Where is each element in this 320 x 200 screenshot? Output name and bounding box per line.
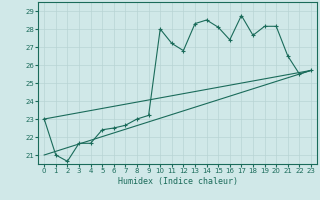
X-axis label: Humidex (Indice chaleur): Humidex (Indice chaleur) [118,177,238,186]
